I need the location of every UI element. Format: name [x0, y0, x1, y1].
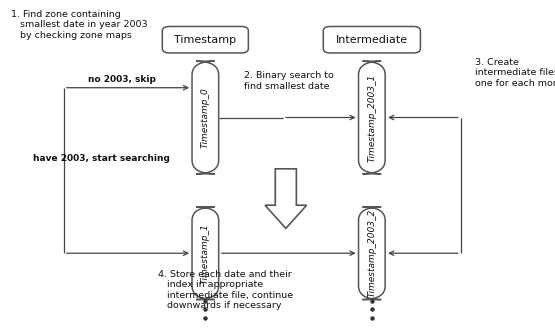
- Text: 1. Find zone containing
   smallest date in year 2003
   by checking zone maps: 1. Find zone containing smallest date in…: [11, 10, 148, 40]
- Polygon shape: [265, 169, 306, 228]
- FancyBboxPatch shape: [359, 61, 385, 174]
- Text: Timestamp: Timestamp: [174, 35, 236, 45]
- Text: have 2003, start searching: have 2003, start searching: [33, 154, 170, 164]
- FancyBboxPatch shape: [192, 61, 219, 174]
- Text: Timestamp_0: Timestamp_0: [201, 87, 210, 148]
- Text: Intermediate: Intermediate: [336, 35, 408, 45]
- FancyBboxPatch shape: [162, 26, 249, 53]
- Text: no 2003, skip: no 2003, skip: [88, 75, 156, 84]
- FancyBboxPatch shape: [359, 207, 385, 300]
- FancyBboxPatch shape: [192, 207, 219, 300]
- FancyBboxPatch shape: [323, 26, 421, 53]
- Text: 4. Store each date and their
   index in appropriate
   intermediate file, conti: 4. Store each date and their index in ap…: [158, 270, 293, 310]
- Text: 3. Create
intermediate files,
one for each month: 3. Create intermediate files, one for ea…: [475, 58, 555, 88]
- Text: Timestamp_1: Timestamp_1: [201, 223, 210, 284]
- Text: Timestamp_2003_1: Timestamp_2003_1: [367, 73, 376, 162]
- Text: 2. Binary search to
find smallest date: 2. Binary search to find smallest date: [244, 71, 334, 91]
- Text: Timestamp_2003_2: Timestamp_2003_2: [367, 209, 376, 297]
